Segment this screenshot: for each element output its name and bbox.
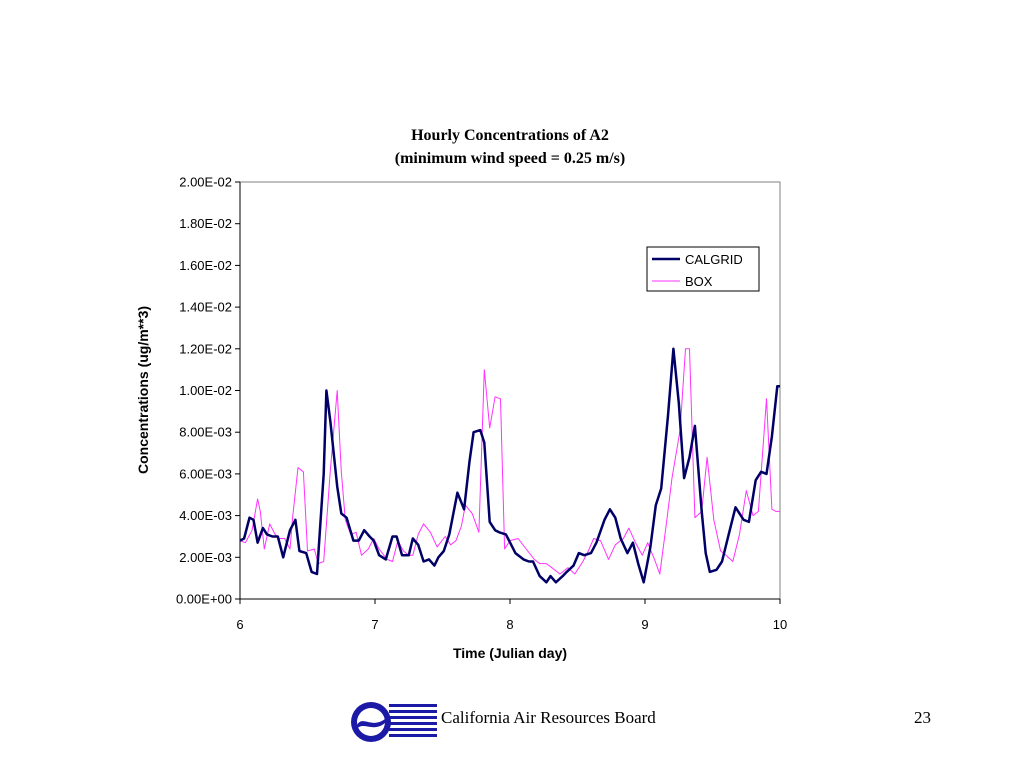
legend-box [646, 246, 760, 292]
page-number: 23 [914, 708, 931, 727]
y-tick-label: 2.00E-02 [179, 175, 232, 190]
y-tick-label: 2.00E-03 [179, 550, 232, 565]
y-axis-title: Concentrations (ug/m**3) [135, 306, 151, 474]
chart-subtitle: (minimum wind speed = 0.25 m/s) [395, 150, 625, 167]
x-tick-label: 6 [236, 617, 243, 632]
y-tick-label: 1.60E-02 [179, 258, 232, 273]
legend: CALGRID BOX [646, 246, 760, 292]
carb-logo [351, 702, 437, 742]
x-tick-label: 8 [506, 617, 513, 632]
y-tick-label: 4.00E-03 [179, 508, 232, 523]
plot-area [239, 181, 781, 600]
y-tick-label: 8.00E-03 [179, 425, 232, 440]
x-tick-label: 7 [371, 617, 378, 632]
series-layer [239, 347, 780, 584]
series-line-calgrid [239, 347, 780, 584]
x-axis: 6 7 8 9 10 [236, 598, 787, 632]
series-line-box [239, 348, 780, 575]
legend-label-calgrid: CALGRID [685, 252, 743, 267]
y-tick-label: 1.80E-02 [179, 216, 232, 231]
x-tick-label: 9 [641, 617, 648, 632]
legend-label-box: BOX [685, 274, 713, 289]
y-tick-label: 1.20E-02 [179, 341, 232, 356]
x-tick-label: 10 [773, 617, 787, 632]
chart-title: Hourly Concentrations of A2 [411, 127, 609, 144]
y-tick-label: 6.00E-03 [179, 466, 232, 481]
y-tick-label: 1.00E-02 [179, 383, 232, 398]
x-axis-title: Time (Julian day) [453, 645, 567, 661]
y-axis: 0.00E+00 2.00E-03 4.00E-03 6.00E-03 8.00E-03… [176, 175, 241, 607]
footer-organization: California Air Resources Board [441, 708, 656, 727]
y-tick-label: 0.00E+00 [176, 592, 232, 607]
y-tick-label: 1.40E-02 [179, 300, 232, 315]
